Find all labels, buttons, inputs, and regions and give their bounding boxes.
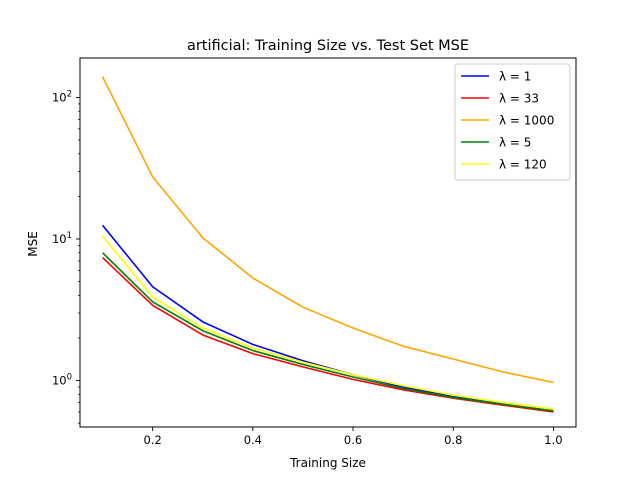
y-tick-label: 100: [52, 373, 72, 388]
x-tick-label: 0.6: [344, 433, 362, 447]
legend-label: λ = 1000: [499, 114, 554, 128]
x-tick-label: 0.2: [143, 433, 161, 447]
x-tick-label: 0.4: [244, 433, 262, 447]
legend-label: λ = 1: [499, 70, 531, 84]
y-tick-label: 102: [52, 89, 72, 104]
y-axis-ticks: 100 101 102: [52, 89, 80, 424]
legend-box: [454, 63, 571, 181]
series-line-4: [101, 252, 554, 412]
legend-label: λ = 5: [499, 136, 531, 150]
x-axis-ticks: 0.2 0.4 0.6 0.8 1.0: [143, 427, 563, 447]
series-line-2: [101, 256, 554, 413]
legend: λ = 1 λ = 33 λ = 1000 λ = 5 λ = 120: [454, 63, 571, 181]
legend-label: λ = 33: [499, 92, 539, 106]
legend-label: λ = 120: [499, 158, 547, 172]
y-axis-label: MSE: [26, 231, 40, 257]
plot-lines: [101, 76, 554, 413]
series-line-5: [101, 235, 554, 410]
x-tick-label: 0.8: [444, 433, 462, 447]
chart-title: artificial: Training Size vs. Test Set M…: [187, 38, 469, 54]
x-axis-label: Training Size: [289, 456, 366, 470]
plot-area-frame: [79, 57, 577, 428]
series-line-3: [101, 76, 554, 384]
x-tick-label: 1.0: [544, 433, 562, 447]
y-tick-label: 101: [52, 231, 72, 246]
